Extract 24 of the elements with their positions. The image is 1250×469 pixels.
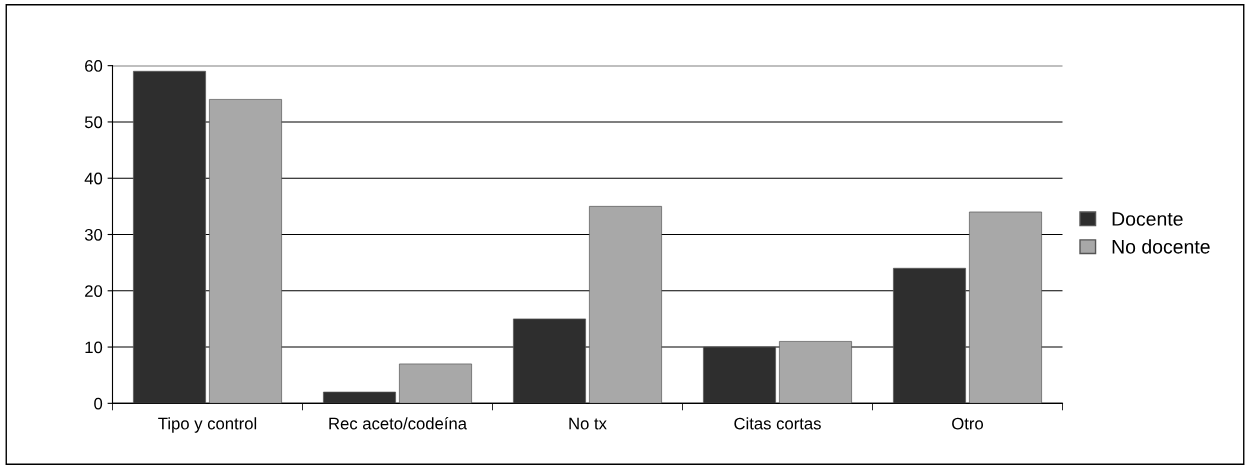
y-tick-label: 60 <box>85 60 103 72</box>
y-tick-label: 30 <box>84 228 103 241</box>
bar <box>133 70 206 404</box>
bar <box>779 341 852 404</box>
bar <box>399 363 472 404</box>
bar <box>209 99 282 404</box>
bar <box>513 318 586 404</box>
legend-label: No docente <box>1112 239 1210 254</box>
y-tick-label: 20 <box>85 285 103 297</box>
legend-label: Docente <box>1112 212 1183 226</box>
bar <box>969 211 1042 404</box>
bar <box>589 206 662 404</box>
y-tick-label: 10 <box>85 341 103 354</box>
bar <box>703 346 776 404</box>
x-tick-label: Citas cortas <box>734 417 821 430</box>
bar <box>323 391 396 404</box>
y-tick-label: 50 <box>84 116 103 129</box>
x-tick-label: Rec aceto/codeína <box>329 417 467 430</box>
x-tick-label: No tx <box>569 417 607 430</box>
y-tick-label: 40 <box>84 172 103 185</box>
bar <box>893 267 966 404</box>
x-tick-label: Tipo y control <box>158 417 257 433</box>
x-tick-label: Otro <box>952 417 984 430</box>
y-tick-label: 0 <box>94 397 103 410</box>
